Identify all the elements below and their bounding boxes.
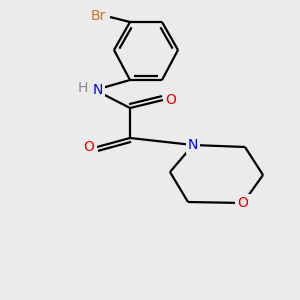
Text: O: O (84, 140, 94, 154)
Text: Br: Br (90, 9, 106, 23)
Text: O: O (238, 196, 248, 210)
Text: O: O (166, 93, 176, 107)
Text: H: H (78, 81, 88, 95)
Text: N: N (188, 138, 198, 152)
Text: N: N (93, 83, 103, 97)
